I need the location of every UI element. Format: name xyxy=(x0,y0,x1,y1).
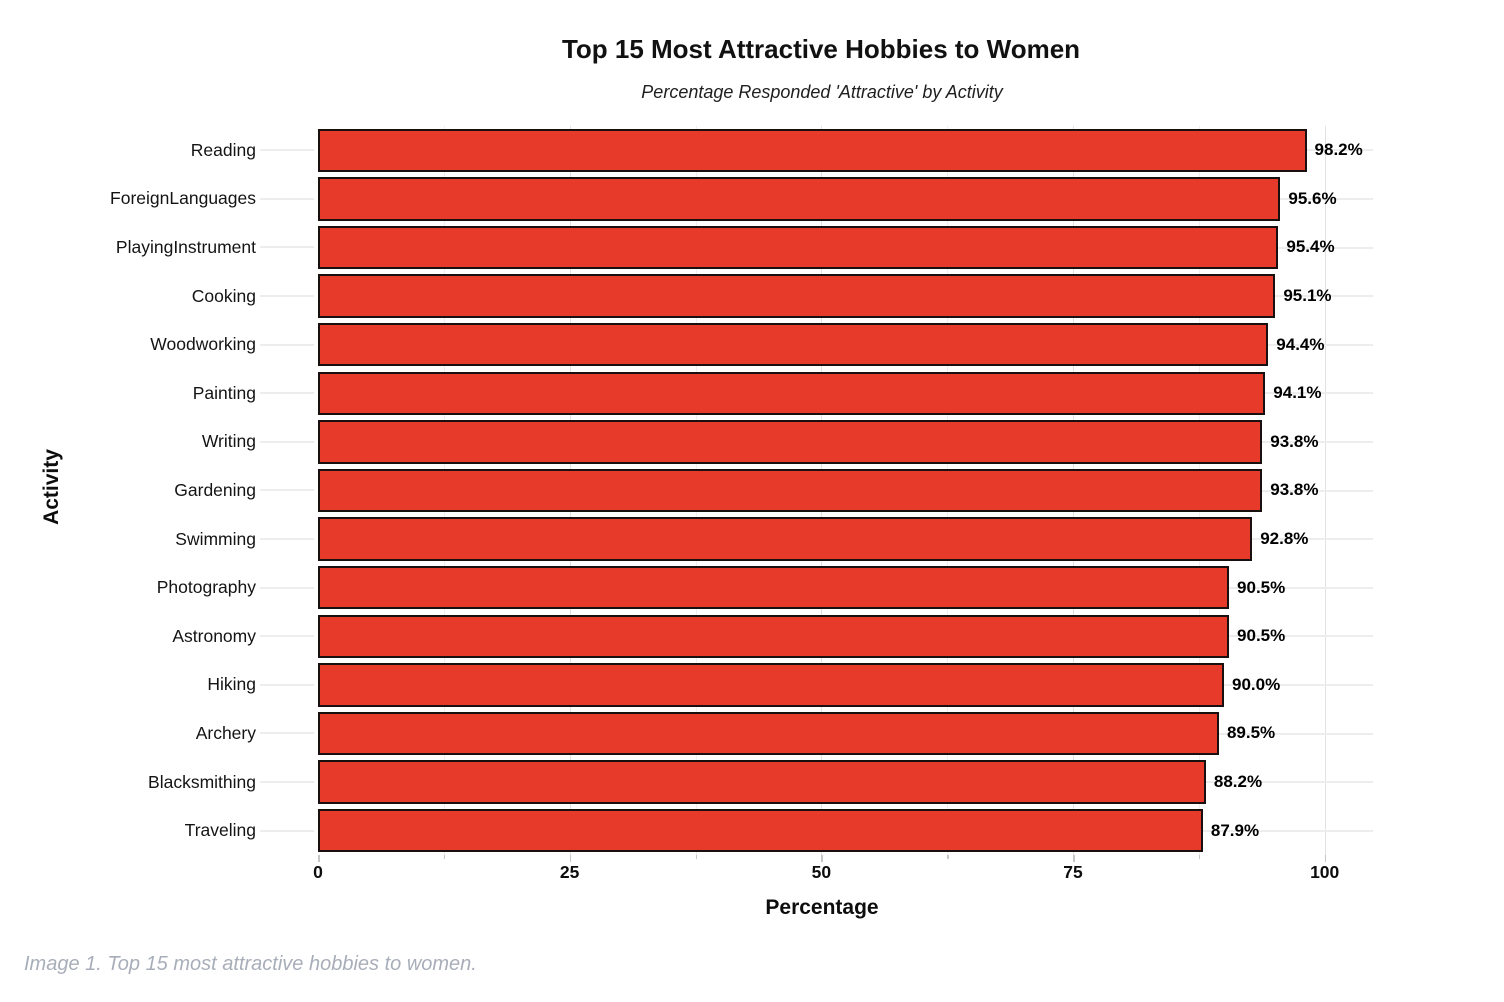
chart-subtitle: Percentage Responded 'Attractive' by Act… xyxy=(641,82,1003,102)
bar xyxy=(318,468,1263,513)
bar-row: Woodworking 94.4% xyxy=(150,320,1373,369)
x-axis-title: Percentage xyxy=(765,896,879,919)
bar-row: Astronomy 90.5% xyxy=(172,612,1373,661)
bar-value-label: 90.5% xyxy=(1237,577,1286,597)
x-tick-mark xyxy=(318,855,320,862)
bar-row: Gardening 93.8% xyxy=(174,466,1373,515)
bar xyxy=(318,274,1276,318)
x-tick-mark-minor xyxy=(695,855,697,859)
y-tick-mark xyxy=(260,489,314,492)
bar-value-label: 94.4% xyxy=(1276,334,1325,354)
bar-row: Traveling 87.9% xyxy=(185,806,1373,855)
bar-value-label: 88.2% xyxy=(1213,772,1263,792)
bar xyxy=(318,760,1206,804)
y-tick-mark xyxy=(260,586,314,589)
plot-area: Reading 98.2% ForeignLanguages 95.6% Playing… xyxy=(110,126,1373,855)
x-tick-label: 75 xyxy=(1063,862,1083,882)
y-tick-mark xyxy=(260,829,314,832)
bar xyxy=(318,614,1230,658)
y-tick-label: Gardening xyxy=(174,479,256,500)
bar xyxy=(318,711,1219,756)
bar-row: Writing 93.8% xyxy=(202,418,1373,467)
y-tick-label: Hiking xyxy=(207,674,256,695)
y-tick-mark xyxy=(260,538,314,541)
y-tick-mark xyxy=(260,149,314,152)
y-tick-label: Swimming xyxy=(175,528,256,549)
bar-row: Reading 98.2% xyxy=(191,126,1373,175)
bar-value-label: 94.1% xyxy=(1273,383,1322,403)
bar-value-label: 93.8% xyxy=(1270,431,1319,451)
x-tick-mark-minor xyxy=(1198,855,1201,859)
y-tick-label: ForeignLanguages xyxy=(110,188,256,209)
bar xyxy=(318,225,1279,270)
bar xyxy=(318,808,1203,853)
figure-caption: Image 1. Top 15 most attractive hobbies … xyxy=(24,953,477,975)
bar-value-label: 87.9% xyxy=(1210,820,1260,840)
x-tick-label: 50 xyxy=(811,862,832,882)
bar-row: Hiking 90.0% xyxy=(207,661,1373,710)
y-tick-mark xyxy=(260,683,314,686)
y-tick-mark xyxy=(260,732,314,735)
bar xyxy=(318,128,1307,172)
y-tick-label: Painting xyxy=(192,382,256,403)
y-tick-label: Astronomy xyxy=(172,625,256,646)
y-tick-mark xyxy=(260,781,314,784)
bar xyxy=(318,371,1266,415)
bar-row: Cooking 95.1% xyxy=(192,272,1373,321)
x-tick-label: 0 xyxy=(313,862,323,882)
bar-value-label: 90.0% xyxy=(1232,674,1281,694)
y-tick-mark xyxy=(260,440,314,443)
y-tick-label: Archery xyxy=(195,722,256,743)
y-tick-mark xyxy=(260,635,314,638)
bar-row: Swimming 92.8% xyxy=(175,515,1373,564)
x-tick-mark xyxy=(821,855,823,862)
bar-value-label: 90.5% xyxy=(1237,626,1286,646)
bar-value-label: 92.8% xyxy=(1260,529,1309,549)
y-tick-label: Woodworking xyxy=(150,334,256,355)
bar xyxy=(318,517,1253,561)
bar xyxy=(318,565,1230,610)
bar-value-label: 95.4% xyxy=(1286,237,1335,257)
x-tick-label: 100 xyxy=(1310,862,1340,882)
bar-value-label: 95.1% xyxy=(1283,286,1332,306)
y-tick-label: PlayingInstrument xyxy=(115,236,256,257)
bar-row: Archery 89.5% xyxy=(196,709,1373,758)
y-tick-mark xyxy=(260,295,314,298)
bar xyxy=(318,663,1224,707)
bar xyxy=(318,177,1281,221)
bar-value-label: 89.5% xyxy=(1226,723,1276,743)
y-tick-mark xyxy=(260,197,314,200)
chart-title: Top 15 Most Attractive Hobbies to Women xyxy=(561,34,1081,64)
bar-row: PlayingInstrument 95.4% xyxy=(116,223,1373,272)
y-tick-label: Writing xyxy=(201,431,256,452)
y-tick-label: Reading xyxy=(190,139,256,160)
y-tick-label: Blacksmithing xyxy=(148,771,256,792)
bar-value-label: 95.6% xyxy=(1288,188,1337,208)
bar-row: ForeignLanguages 95.6% xyxy=(110,175,1373,224)
x-tick-mark-minor xyxy=(443,855,446,859)
bar-value-label: 93.8% xyxy=(1270,480,1319,500)
x-tick-mark-minor xyxy=(947,855,949,859)
bar-value-label: 98.2% xyxy=(1314,140,1363,160)
x-tick-mark xyxy=(1073,855,1075,862)
y-tick-mark xyxy=(260,343,314,346)
y-tick-label: Traveling xyxy=(184,820,256,841)
y-tick-mark xyxy=(260,392,314,395)
bar-row: Photography 90.5% xyxy=(157,563,1373,612)
y-tick-mark xyxy=(260,246,314,249)
x-tick-mark xyxy=(569,855,572,862)
x-tick-mark xyxy=(1324,855,1327,862)
x-tick-label: 25 xyxy=(559,862,580,882)
bar xyxy=(318,420,1263,464)
bar-row: Painting 94.1% xyxy=(193,369,1373,418)
y-tick-label: Cooking xyxy=(191,285,256,306)
bar xyxy=(318,322,1269,367)
y-tick-label: Photography xyxy=(156,577,256,598)
bar-row: Blacksmithing 88.2% xyxy=(148,758,1373,807)
